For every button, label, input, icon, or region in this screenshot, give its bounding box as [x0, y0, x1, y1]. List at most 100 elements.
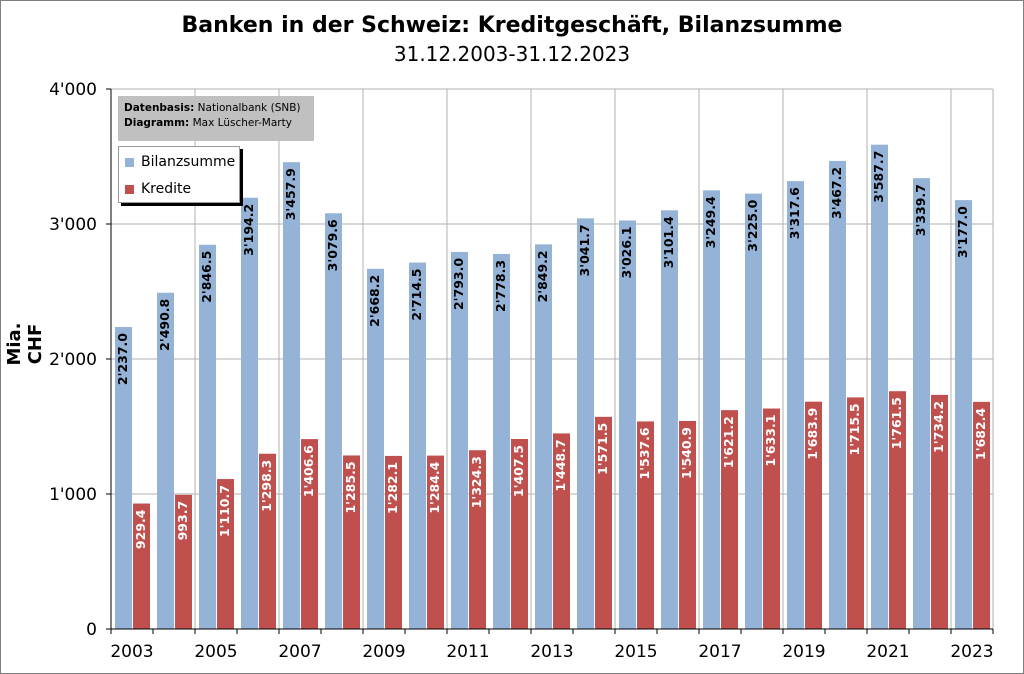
legend-label-kredite: Kredite	[141, 181, 192, 197]
data-label-bilanzsumme: 3'101.4	[661, 216, 676, 268]
bar-kredite	[511, 438, 528, 629]
bar-kredite	[889, 391, 906, 629]
bar-bilanzsumme	[115, 327, 132, 629]
data-label-kredite: 929.4	[133, 509, 148, 549]
bar-bilanzsumme	[787, 181, 804, 629]
bar-kredite	[637, 421, 654, 629]
data-label-bilanzsumme: 2'846.5	[199, 251, 214, 303]
data-label-kredite: 1'284.4	[427, 461, 442, 513]
data-label-kredite: 1'406.6	[301, 445, 316, 497]
x-tick-label: 2003	[110, 642, 153, 662]
source-label: Datenbasis:	[124, 102, 195, 114]
data-label-bilanzsumme: 2'714.5	[409, 269, 424, 321]
data-label-bilanzsumme: 3'041.7	[577, 224, 592, 276]
bar-bilanzsumme	[745, 193, 762, 629]
x-tick-label: 2015	[614, 642, 657, 662]
data-label-kredite: 1'633.1	[763, 415, 778, 467]
bar-kredite	[721, 410, 738, 629]
bar-bilanzsumme	[493, 253, 510, 629]
author-label: Diagramm:	[124, 117, 190, 129]
bar-bilanzsumme	[199, 244, 216, 629]
data-label-bilanzsumme: 3'249.4	[703, 196, 718, 248]
source-note: Datenbasis: Nationalbank (SNB) Diagramm:…	[118, 96, 314, 141]
bar-bilanzsumme	[913, 178, 930, 629]
bar-bilanzsumme	[157, 292, 174, 629]
x-tick-label: 2019	[782, 642, 825, 662]
data-label-bilanzsumme: 3'194.2	[241, 204, 256, 256]
chart-title: Banken in der Schweiz: Kreditgeschäft, B…	[181, 13, 843, 38]
data-label-bilanzsumme: 3'587.7	[871, 151, 886, 203]
x-tick-label: 2023	[950, 642, 993, 662]
data-label-kredite: 993.7	[175, 501, 190, 541]
data-label-bilanzsumme: 3'225.0	[745, 199, 760, 251]
data-label-kredite: 1'282.1	[385, 462, 400, 514]
data-label-bilanzsumme: 3'177.0	[955, 206, 970, 258]
bar-kredite	[217, 479, 234, 629]
bar-bilanzsumme	[451, 251, 468, 629]
data-label-kredite: 1'110.7	[217, 485, 232, 537]
bar-kredite	[553, 433, 570, 629]
data-label-bilanzsumme: 2'849.2	[535, 250, 550, 302]
y-tick-label: 1'000	[49, 485, 97, 505]
data-label-bilanzsumme: 2'778.3	[493, 260, 508, 312]
author-value: Max Lüscher-Marty	[192, 117, 292, 129]
x-tick-label: 2011	[446, 642, 489, 662]
bar-kredite	[805, 401, 822, 629]
legend-swatch-bilanzsumme	[125, 157, 134, 167]
data-label-kredite: 1'571.5	[595, 423, 610, 475]
data-label-kredite: 1'682.4	[973, 408, 988, 460]
data-label-bilanzsumme: 3'339.7	[913, 184, 928, 236]
bar-kredite	[973, 401, 990, 629]
data-label-kredite: 1'761.5	[889, 397, 904, 449]
data-label-bilanzsumme: 2'490.8	[157, 299, 172, 351]
bar-bilanzsumme	[661, 210, 678, 629]
bar-kredite	[763, 408, 780, 629]
data-label-kredite: 1'324.3	[469, 456, 484, 508]
y-tick-label: 2'000	[49, 350, 97, 370]
bar-kredite	[259, 453, 276, 629]
bar-bilanzsumme	[325, 213, 342, 629]
x-tick-label: 2017	[698, 642, 741, 662]
x-tick-label: 2005	[194, 642, 237, 662]
legend-item-bilanzsumme: Bilanzsumme	[125, 153, 235, 171]
data-label-kredite: 1'407.5	[511, 445, 526, 497]
data-label-bilanzsumme: 3'457.9	[283, 168, 298, 220]
y-tick-label: 4'000	[49, 80, 97, 100]
data-label-bilanzsumme: 3'079.6	[325, 219, 340, 271]
bar-bilanzsumme	[955, 200, 972, 630]
bar-bilanzsumme	[241, 197, 258, 629]
data-label-kredite: 1'715.5	[847, 403, 862, 455]
legend-swatch-kredite	[125, 184, 134, 194]
legend-label-bilanzsumme: Bilanzsumme	[141, 154, 236, 170]
data-label-bilanzsumme: 2'237.0	[115, 333, 130, 385]
bar-kredite	[301, 439, 318, 629]
bar-kredite	[469, 450, 486, 629]
bar-kredite	[847, 397, 864, 629]
data-label-kredite: 1'448.7	[553, 439, 568, 491]
bar-bilanzsumme	[577, 218, 594, 630]
bar-kredite	[175, 494, 192, 629]
x-tick-label: 2009	[362, 642, 405, 662]
data-label-bilanzsumme: 3'026.1	[619, 226, 634, 278]
bar-kredite	[595, 416, 612, 629]
bar-kredite	[133, 503, 150, 629]
legend-item-kredite: Kredite	[125, 180, 191, 198]
data-label-bilanzsumme: 2'668.2	[367, 275, 382, 327]
x-tick-label: 2007	[278, 642, 321, 662]
y-tick-label: 0	[86, 620, 97, 640]
data-label-kredite: 1'540.9	[679, 427, 694, 479]
data-label-kredite: 1'734.2	[931, 401, 946, 453]
x-tick-label: 2013	[530, 642, 573, 662]
source-value: Nationalbank (SNB)	[197, 102, 301, 114]
data-label-bilanzsumme: 3'467.2	[829, 167, 844, 219]
bar-bilanzsumme	[871, 144, 888, 629]
data-label-kredite: 1'285.5	[343, 461, 358, 513]
bar-bilanzsumme	[619, 220, 636, 629]
bar-bilanzsumme	[535, 244, 552, 629]
bar-bilanzsumme	[829, 160, 846, 630]
bar-bilanzsumme	[367, 268, 384, 629]
chart-subtitle: 31.12.2003-31.12.2023	[393, 42, 631, 66]
data-label-kredite: 1'298.3	[259, 460, 274, 512]
y-tick-label: 3'000	[49, 215, 97, 235]
